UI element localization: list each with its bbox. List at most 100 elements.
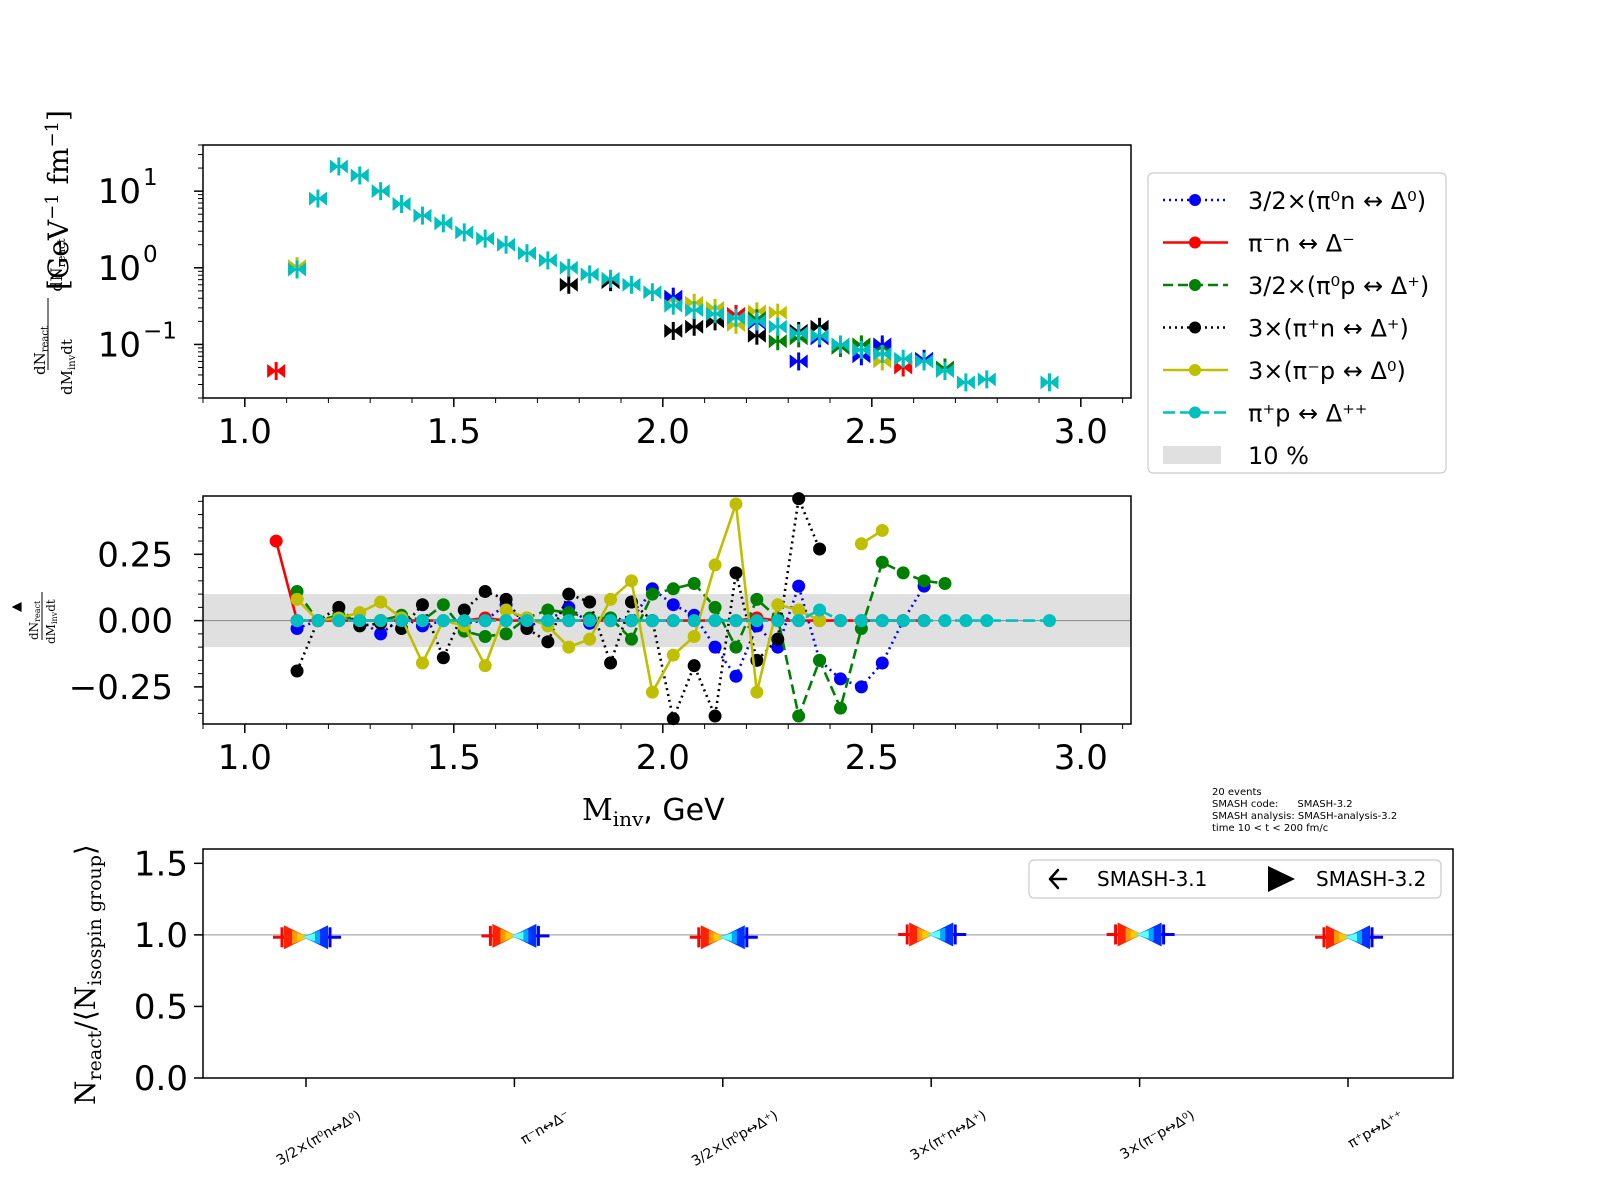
series-point — [666, 648, 680, 662]
series-point — [499, 614, 513, 628]
ratio-point — [1315, 925, 1383, 950]
series-point — [729, 640, 743, 654]
series-point — [813, 614, 827, 628]
series-point — [708, 600, 722, 614]
series-point — [645, 587, 659, 601]
spectrum-point — [726, 309, 745, 328]
series-point — [415, 656, 429, 670]
legend-marker-icon — [1189, 364, 1201, 376]
spectrum-point — [810, 326, 829, 345]
series-point — [729, 669, 743, 683]
series-point — [604, 656, 618, 670]
series-point — [896, 614, 910, 628]
series-point — [771, 598, 785, 612]
series-point — [980, 614, 994, 628]
spectrum-point — [685, 317, 704, 336]
spectrum-plot-frame — [202, 144, 1132, 399]
spectrum-point — [601, 269, 620, 288]
series-point — [708, 709, 722, 723]
series-point — [395, 614, 409, 628]
series-point — [562, 587, 576, 601]
series-point — [604, 592, 618, 606]
series-point — [854, 680, 868, 694]
relative-difference-frame — [202, 495, 1132, 725]
series-point — [666, 598, 680, 612]
series-point — [875, 523, 889, 537]
x-tick-label: 2.0 — [636, 412, 690, 452]
spectrum-point — [831, 335, 850, 354]
spectrum-point — [455, 223, 474, 242]
series-point — [436, 598, 450, 612]
series-point — [332, 600, 346, 614]
series-point — [478, 630, 492, 644]
spectrum-point — [267, 362, 286, 381]
series-point — [708, 558, 722, 572]
spectrum-point — [308, 189, 327, 208]
spectrum-point — [643, 283, 662, 302]
x-tick-label: 1.0 — [218, 412, 272, 452]
series-line — [297, 608, 1050, 622]
spectrum-point — [350, 166, 369, 185]
legend-label: 3×(π⁺n ↔ Δ⁺) — [1248, 315, 1409, 343]
series-point — [854, 537, 868, 551]
series-point — [520, 614, 534, 628]
legend-label: 3/2×(π⁰p ↔ Δ⁺) — [1248, 272, 1429, 300]
y-tick-label: 0.0 — [134, 1059, 188, 1099]
svg-text:dNreact: dNreact — [27, 600, 42, 640]
spectrum-point — [789, 324, 808, 343]
spectrum-point — [747, 312, 766, 331]
spectrum-point — [1040, 373, 1059, 392]
x-tick-label: 1.5 — [427, 738, 481, 778]
series-point — [415, 614, 429, 628]
y-tick-label: −0.25 — [69, 668, 173, 708]
spectrum-ylabel-group: dNreact dMinvdt [GeV−1 fm−1] — [31, 110, 78, 395]
legend-marker-icon — [1189, 279, 1201, 291]
series-point — [875, 555, 889, 569]
series-point — [583, 595, 597, 609]
spectrum-point — [852, 340, 871, 359]
series-point — [499, 603, 513, 617]
series-point — [729, 566, 743, 580]
ratio-point — [273, 925, 341, 950]
series-point — [374, 627, 388, 641]
svg-text:▲: ▲ — [9, 602, 24, 612]
relative-difference-lines — [269, 492, 1056, 726]
spectrum-point — [956, 373, 975, 392]
spectrum-point — [935, 362, 954, 381]
series-point — [499, 592, 513, 606]
series-point — [478, 584, 492, 598]
legend-label: π⁺p ↔ Δ⁺⁺ — [1248, 400, 1367, 428]
legend-band-swatch — [1163, 446, 1221, 464]
y-tick-exponent: −1 — [143, 318, 177, 344]
legend-label: 10 % — [1248, 442, 1309, 470]
series-point — [478, 614, 492, 628]
category-label: 3/2×(π⁰n↔Δ⁰) — [274, 1108, 364, 1169]
x-tick-label: 3.0 — [1054, 412, 1108, 452]
series-point — [311, 614, 325, 628]
spectrum-point — [413, 206, 432, 225]
y-tick-label: 10 — [98, 325, 141, 365]
spectrum-point — [685, 301, 704, 320]
y-tick-label: 1.5 — [134, 844, 188, 884]
series-point — [938, 614, 952, 628]
x-tick-label: 2.0 — [636, 738, 690, 778]
series-point — [687, 576, 701, 590]
x-tick-label: 1.5 — [427, 412, 481, 452]
series-point — [436, 651, 450, 665]
spectrum-point — [664, 287, 683, 306]
series-point — [374, 614, 388, 628]
spectrum-point — [915, 352, 934, 371]
series-point — [353, 614, 367, 628]
series-point — [792, 614, 806, 628]
series-point — [813, 653, 827, 667]
spectrum-point — [768, 317, 787, 336]
x-tick-label: 2.5 — [845, 738, 899, 778]
series-point — [792, 579, 806, 593]
info-events: 20 events — [1212, 787, 1262, 798]
series-point — [729, 497, 743, 511]
series-point — [541, 603, 555, 617]
spectrum-point — [538, 251, 557, 270]
series-point — [771, 632, 785, 646]
